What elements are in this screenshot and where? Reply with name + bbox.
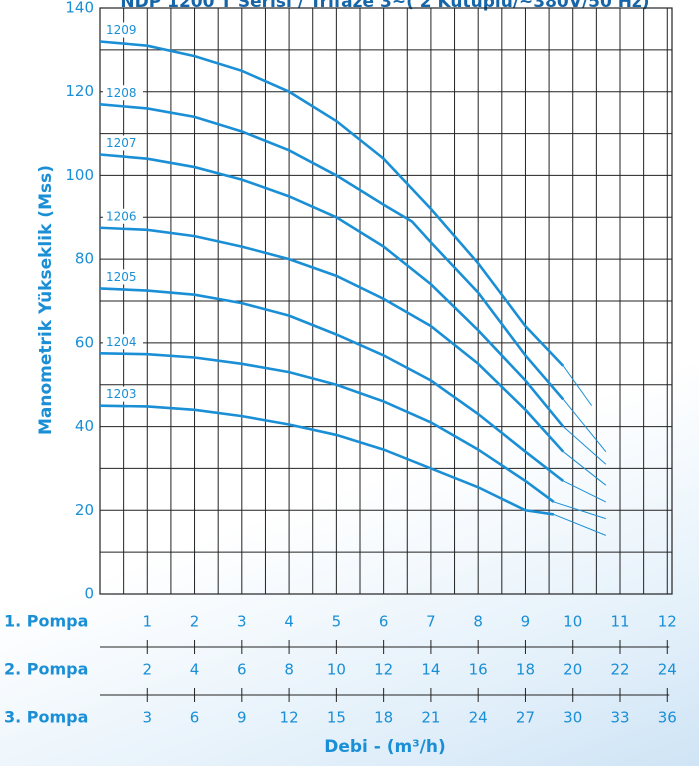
pump-tick-label: 9 bbox=[521, 613, 531, 631]
pump-tick-label: 30 bbox=[563, 709, 582, 727]
pump-tick-label: 6 bbox=[237, 661, 247, 679]
label-bg bbox=[103, 386, 143, 402]
pump-tick-label: 2 bbox=[142, 661, 152, 679]
curve-extension bbox=[562, 399, 607, 453]
curve-extension bbox=[553, 501, 606, 520]
curve-extension bbox=[563, 480, 607, 503]
curve bbox=[99, 404, 555, 516]
pump-tick-label: 20 bbox=[563, 661, 582, 679]
pump-tick-label: 22 bbox=[610, 661, 629, 679]
pump-tick-label: 3 bbox=[237, 613, 247, 631]
pump-tick-label: 1 bbox=[142, 613, 152, 631]
x-axis-label: Debi - (m³/h) bbox=[324, 737, 446, 757]
y-tick-label: 20 bbox=[75, 501, 94, 519]
y-tick-label: 60 bbox=[75, 333, 94, 351]
curve-extension bbox=[562, 451, 607, 486]
pump-tick-label: 14 bbox=[421, 661, 440, 679]
pump-tick-label: 18 bbox=[516, 661, 535, 679]
pump-tick-label: 9 bbox=[237, 709, 247, 727]
curve bbox=[99, 352, 555, 503]
y-tick-label: 0 bbox=[84, 585, 94, 603]
label-bg bbox=[103, 22, 143, 38]
legend-label: 1205 bbox=[106, 270, 137, 284]
pump-tick-label: 4 bbox=[190, 661, 200, 679]
pump-tick-label: 4 bbox=[284, 613, 294, 631]
y-tick-label: 80 bbox=[75, 250, 94, 268]
pump-tick-label: 33 bbox=[610, 709, 629, 727]
y-tick-label: 40 bbox=[75, 417, 94, 435]
pump-tick-label: 24 bbox=[469, 709, 488, 727]
pump-tick-label: 12 bbox=[374, 661, 393, 679]
curve-extension bbox=[553, 514, 607, 536]
y-axis-label: Manometrik Yükseklik (Mss) bbox=[36, 165, 56, 435]
pump-tick-label: 27 bbox=[516, 709, 535, 727]
legend-label: 1209 bbox=[106, 23, 137, 37]
pump-tick-label: 10 bbox=[563, 613, 582, 631]
chart-title: NDP 1200 T Serisi / Trifaze 3~( 2 Kutupl… bbox=[120, 0, 649, 12]
y-tick-label: 100 bbox=[65, 166, 94, 184]
curve bbox=[99, 153, 565, 428]
pump-tick-label: 8 bbox=[473, 613, 483, 631]
pump-axis-name: 2. Pompa bbox=[4, 660, 88, 679]
label-bg bbox=[103, 334, 143, 350]
legend-label: 1208 bbox=[106, 86, 137, 100]
curve-extension bbox=[562, 365, 593, 406]
label-bg bbox=[103, 85, 143, 101]
pump-axis-name: 3. Pompa bbox=[4, 708, 88, 727]
label-bg bbox=[103, 269, 143, 285]
pump-tick-label: 7 bbox=[426, 613, 436, 631]
curve bbox=[99, 226, 565, 453]
y-tick-label: 120 bbox=[65, 82, 94, 100]
pump-tick-label: 15 bbox=[327, 709, 346, 727]
pump-tick-label: 12 bbox=[280, 709, 299, 727]
curve-extension bbox=[562, 426, 607, 465]
plot-frame bbox=[99, 7, 673, 595]
legend-label: 1207 bbox=[106, 136, 137, 150]
pump-tick-label: 10 bbox=[327, 661, 346, 679]
curve bbox=[99, 287, 565, 483]
legend-label: 1206 bbox=[106, 209, 137, 223]
pump-tick-label: 2 bbox=[190, 613, 200, 631]
label-bg bbox=[103, 135, 143, 151]
pump-axis-name: 1. Pompa bbox=[4, 612, 88, 631]
pump-tick-label: 3 bbox=[142, 709, 152, 727]
pump-tick-label: 11 bbox=[610, 613, 629, 631]
pump-tick-label: 21 bbox=[421, 709, 440, 727]
pump-tick-label: 16 bbox=[469, 661, 488, 679]
pump-tick-label: 36 bbox=[658, 709, 677, 727]
pump-tick-label: 12 bbox=[658, 613, 677, 631]
curve bbox=[99, 102, 565, 401]
pump-tick-label: 6 bbox=[379, 613, 389, 631]
pump-tick-label: 18 bbox=[374, 709, 393, 727]
legend-label: 1203 bbox=[106, 387, 137, 401]
label-bg bbox=[103, 208, 143, 224]
pump-tick-label: 24 bbox=[658, 661, 677, 679]
curve bbox=[99, 40, 565, 367]
y-tick-label: 140 bbox=[65, 0, 94, 17]
pump-tick-label: 5 bbox=[332, 613, 342, 631]
pump-tick-label: 6 bbox=[190, 709, 200, 727]
pump-tick-label: 8 bbox=[284, 661, 294, 679]
legend-label: 1204 bbox=[106, 335, 137, 349]
